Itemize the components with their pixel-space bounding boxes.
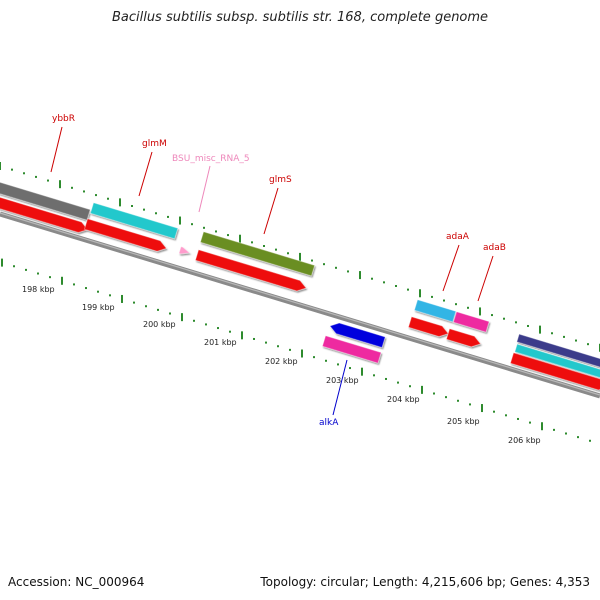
gene-label-ybbR[interactable]: ybbR <box>52 114 75 124</box>
gene-label-adaB[interactable]: adaB <box>483 243 506 253</box>
kbp-label: 204 kbp <box>387 395 420 404</box>
cds-right[interactable] <box>509 352 600 393</box>
kbp-label: 206 kbp <box>508 436 541 445</box>
kbp-label: 202 kbp <box>265 357 298 366</box>
kbp-axis-labels: 198 kbp 199 kbp 200 kbp 201 kbp 202 kbp 203 k… <box>22 285 541 445</box>
map-title: Bacillus subtilis subsp. subtilis str. 1… <box>111 10 489 25</box>
gene-adaA-bar[interactable] <box>413 299 457 323</box>
leader-line <box>138 151 153 197</box>
genome-summary-label: Topology: circular; Length: 4,215,606 bp… <box>260 575 590 589</box>
gene-alkA-bar[interactable] <box>321 335 382 364</box>
gene-label-BSU_misc_RNA_5[interactable]: BSU_misc_RNA_5 <box>172 154 250 164</box>
kbp-label: 203 kbp <box>326 376 359 385</box>
kbp-label: 205 kbp <box>447 417 480 426</box>
cds-adaA[interactable] <box>407 316 450 339</box>
genome-backbone <box>0 211 600 399</box>
gene-glmM-bar[interactable] <box>89 202 179 240</box>
gene-glmS-bar[interactable] <box>199 231 316 277</box>
gene-label-glmS[interactable]: glmS <box>269 175 292 185</box>
kbp-label: 201 kbp <box>204 338 237 347</box>
leader-line <box>50 126 63 173</box>
gene-navy-bar[interactable] <box>516 333 600 369</box>
gene-alkA-arrow[interactable] <box>328 321 386 349</box>
cds-glmM[interactable] <box>83 218 168 254</box>
kbp-label: 200 kbp <box>143 320 176 329</box>
leader-line <box>442 244 460 292</box>
cds-ybbR[interactable] <box>0 194 89 235</box>
outer-tick-track <box>0 162 600 352</box>
misc-rna-BSU_misc_RNA_5[interactable] <box>178 246 191 257</box>
gene-label-glmM[interactable]: glmM <box>142 139 167 149</box>
gene-label-alkA[interactable]: alkA <box>319 418 339 428</box>
leader-line <box>477 255 494 302</box>
cds-adaB[interactable] <box>445 328 482 349</box>
kbp-label: 199 kbp <box>82 303 115 312</box>
gene-label-layer: ybbR glmM BSU_misc_RNA_5 glmS adaA adaB alkA <box>50 114 506 428</box>
inner-tick-track <box>1 258 591 442</box>
accession-label: Accession: NC_000964 <box>8 575 145 589</box>
gene-label-adaA[interactable]: adaA <box>446 232 470 242</box>
leader-line <box>198 165 211 213</box>
kbp-label: 198 kbp <box>22 285 55 294</box>
leader-line <box>263 187 279 235</box>
gene-cyan-bar-2[interactable] <box>514 343 600 379</box>
cds-glmS[interactable] <box>194 249 307 294</box>
leader-line <box>332 359 348 416</box>
gene-adaB-bar[interactable] <box>452 311 490 333</box>
